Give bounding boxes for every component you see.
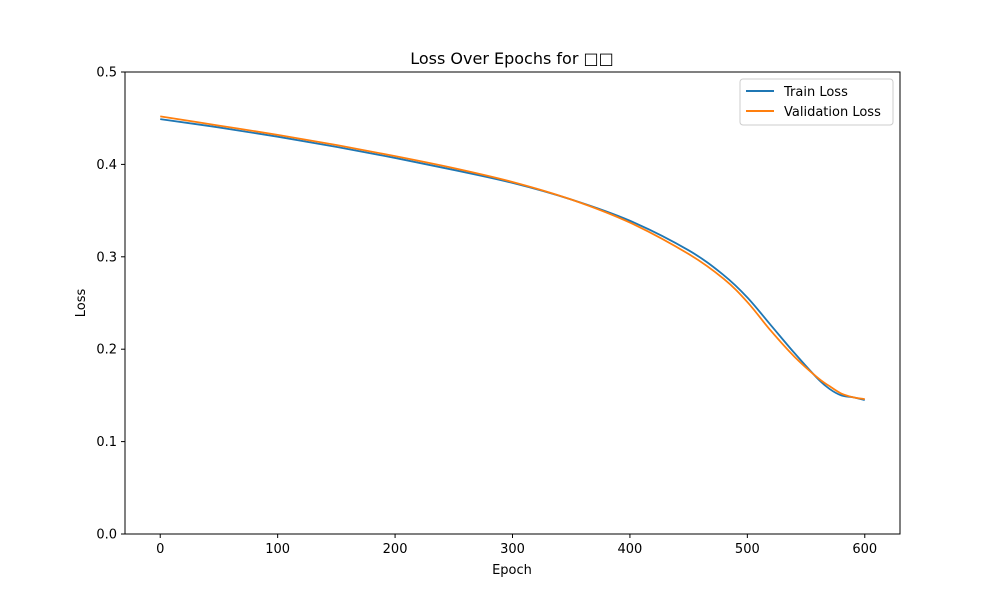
y-tick-label: 0.2 (96, 343, 117, 358)
y-tick-label: 0.5 (96, 66, 117, 81)
y-axis: 0.0 0.1 0.2 0.3 0.4 0.5 (96, 66, 125, 543)
x-tick-label: 300 (500, 542, 525, 557)
y-tick-label: 0.4 (96, 158, 117, 173)
x-tick-label: 0 (156, 542, 164, 557)
x-tick-label: 500 (735, 542, 760, 557)
x-axis-label: Epoch (492, 563, 532, 578)
y-tick-label: 0.1 (96, 435, 117, 450)
series-line-train-loss (160, 118, 865, 401)
series-layer (160, 115, 865, 401)
x-tick-label: 400 (618, 542, 643, 557)
legend-box (739, 78, 894, 126)
series-line-validation-loss (160, 115, 865, 400)
y-tick-label: 0.0 (96, 528, 117, 543)
y-tick-label: 0.3 (96, 250, 117, 265)
y-axis-label: Loss (74, 289, 89, 318)
plot-area: 0 100 200 300 400 500 600 0.0 0.1 0.2 0.3 0.4 0.5 (96, 66, 901, 557)
x-tick-label: 100 (265, 542, 290, 557)
chart-title: Loss Over Epochs for □□ (410, 49, 613, 68)
legend-label-validation-loss: Validation Loss (784, 105, 881, 120)
legend-label-train-loss: Train Loss (783, 85, 848, 100)
x-axis: 0 100 200 300 400 500 600 (156, 534, 877, 557)
x-tick-label: 200 (383, 542, 408, 557)
plot-frame (124, 71, 901, 535)
legend: Train Loss Validation Loss (739, 78, 894, 126)
x-tick-label: 600 (852, 542, 877, 557)
